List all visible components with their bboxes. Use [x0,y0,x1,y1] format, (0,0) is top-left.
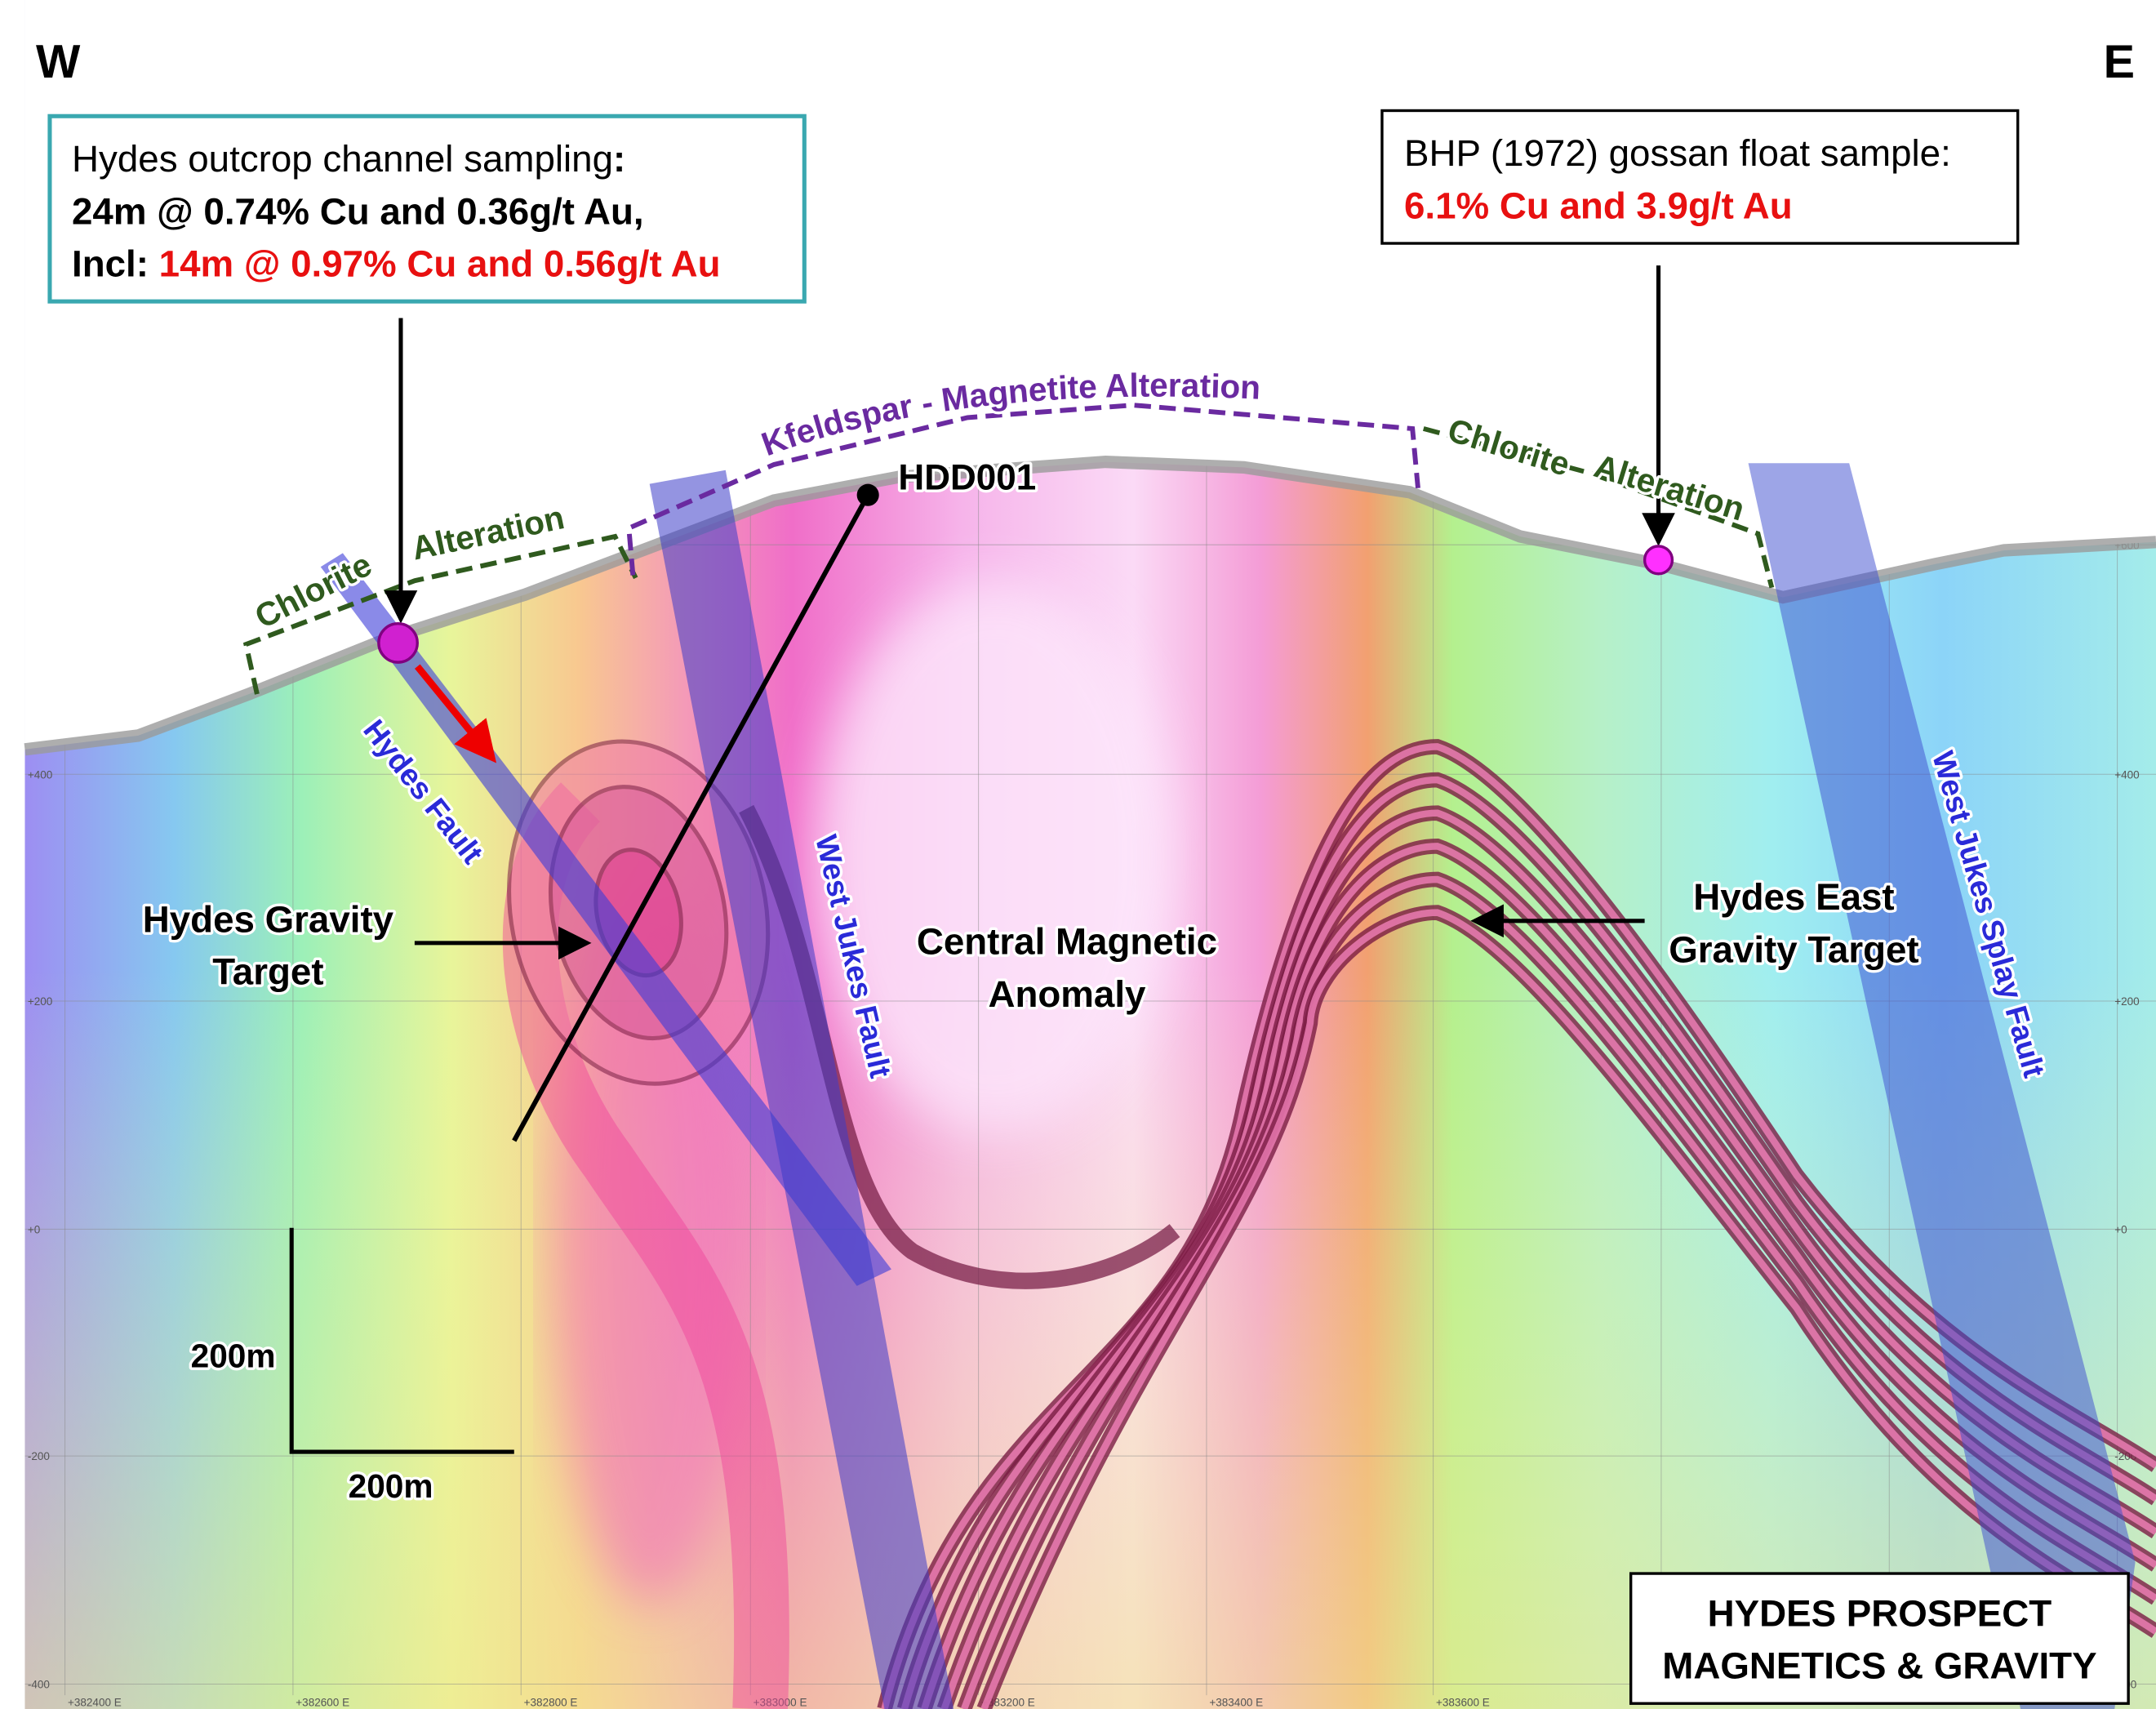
easting-label: +383400 E [1209,1697,1263,1709]
elevation-label: +400 [28,768,52,781]
compass-west: W [36,36,81,88]
scale-label: 200m [191,1337,276,1375]
drillhole-trace [512,493,870,1142]
kfeldspar-outline [626,403,1420,576]
folded-layer-core [940,843,2156,1709]
chlorite-outline-east [1422,426,1775,589]
west-jukes-fault [649,470,954,1709]
callout-line: Hydes outcrop channel sampling: [72,138,625,180]
drillhole-collar [856,483,879,506]
title-box [1629,1572,2130,1705]
magnetic-high [815,581,1176,1134]
easting-label: +382800 E [524,1697,578,1709]
easting-label: +383600 E [1436,1697,1490,1709]
target-label: Gravity Target [1669,929,1918,971]
scale-bar [289,1227,514,1454]
callout-incl: Incl: [72,243,159,285]
target-label: Central Magnetic [917,920,1217,962]
easting-label: +382400 E [68,1697,122,1709]
sample-location [377,622,419,664]
callout-line: Incl: 14m @ 0.97% Cu and 0.56g/t Au [72,243,721,285]
elevation-label: +200 [28,995,52,1008]
easting-label: +382600 E [296,1697,349,1709]
callout-box [1380,109,2020,245]
target-label: Hydes Gravity [143,898,394,940]
callout-title: BHP (1972) gossan float sample: [1404,132,1951,174]
target-label: Anomaly [988,973,1146,1015]
easting-label: +383000 E [753,1697,807,1709]
callout-title: Hydes outcrop channel sampling [72,138,613,180]
chlorite-outline-west [242,533,638,695]
folded-layer-core [980,909,2156,1709]
elevation-label: +200 [2114,995,2139,1008]
west-jukes-splay-fault [1748,463,2136,1709]
drillhole-label: HDD001 [898,457,1036,497]
compass-east: E [2104,36,2135,88]
callout-box [47,113,807,304]
callout-incl-result: 14m @ 0.97% Cu and 0.56g/t Au [159,243,721,285]
folded-layer-core [961,875,2156,1709]
title-line: MAGNETICS & GRAVITY [1662,1645,2096,1687]
elevation-label: +0 [28,1223,40,1235]
scale-label: 200m [349,1467,433,1505]
elevation-label: +0 [2114,1223,2127,1235]
target-label: Target [212,951,323,993]
elevation-label: -400 [28,1679,50,1691]
sampling-direction [414,664,497,763]
callout-result: 6.1% Cu and 3.9g/t Au [1404,185,1793,227]
callout-result: 24m @ 0.74% Cu and 0.36g/t Au, [72,190,644,232]
elevation-label: +400 [2114,768,2139,781]
elevation-label: -200 [28,1450,50,1462]
target-label: Hydes East [1693,876,1894,918]
callout-colon: : [613,138,625,180]
sample-location [1643,545,1674,576]
title-line: HYDES PROSPECT [1708,1592,2052,1634]
